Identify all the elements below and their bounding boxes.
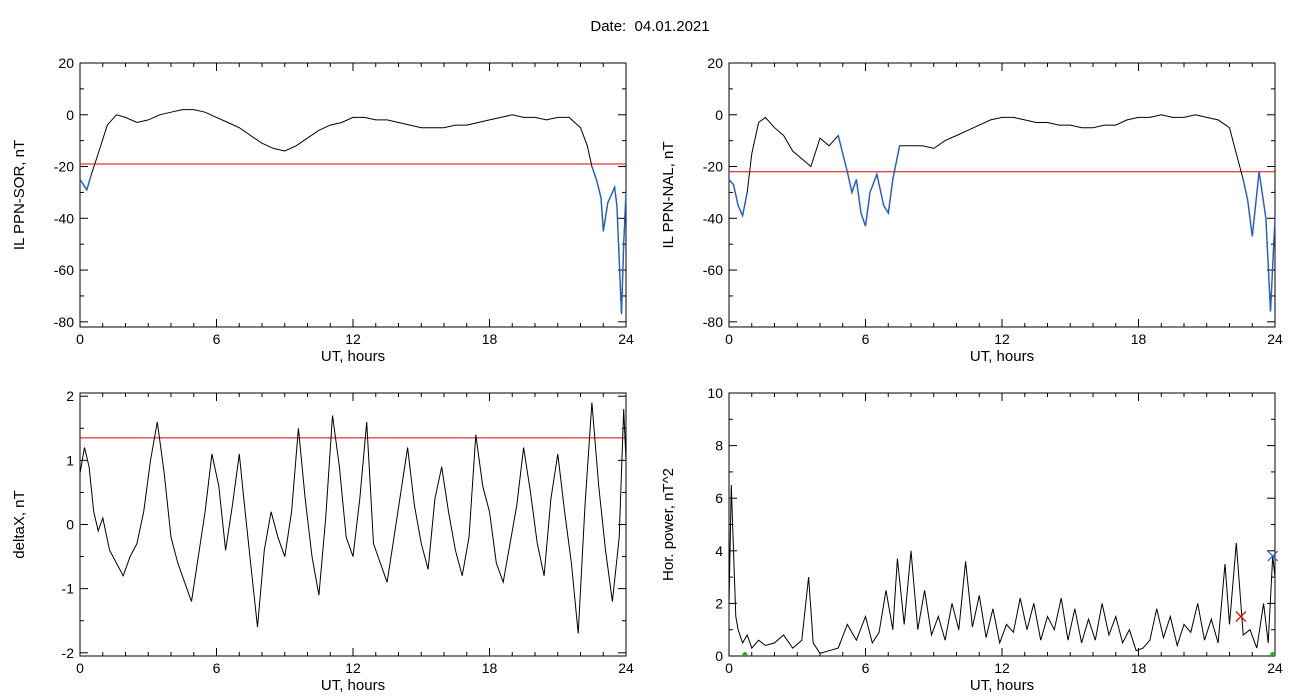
event-marker bbox=[742, 652, 748, 658]
substorm-segment bbox=[79, 174, 93, 192]
y-tick-label: -20 bbox=[54, 159, 74, 175]
y-tick-label: -2 bbox=[62, 645, 75, 661]
x-tick-label: 24 bbox=[618, 660, 634, 676]
y-axis-label: IL PPN-SOR, nT bbox=[11, 140, 28, 250]
series-line bbox=[79, 109, 627, 315]
plot-frame bbox=[728, 62, 1276, 328]
plot-frame bbox=[79, 392, 627, 657]
substorm-segment bbox=[837, 135, 901, 227]
event-marker bbox=[1267, 550, 1279, 562]
x-tick-label: 6 bbox=[862, 331, 870, 347]
y-tick-label: -80 bbox=[703, 314, 723, 330]
y-tick-label: -60 bbox=[703, 262, 723, 278]
y-tick-label: -80 bbox=[54, 314, 74, 330]
y-tick-label: 0 bbox=[66, 517, 74, 533]
series-line bbox=[728, 484, 1276, 654]
y-tick-label: 0 bbox=[715, 648, 723, 664]
y-tick-label: 4 bbox=[715, 543, 723, 559]
x-tick-label: 0 bbox=[76, 331, 84, 347]
x-tick-label: 6 bbox=[213, 331, 221, 347]
substorm-segment bbox=[728, 179, 748, 219]
plot-frame bbox=[79, 62, 627, 328]
y-tick-label: 10 bbox=[707, 385, 723, 401]
panel-il-ppn-sor: 0 6 12 18 24 20 0 -20 -40 -60 -80 UT, hours IL PPN-S… bbox=[11, 55, 634, 365]
panel-hor-power: 0 6 12 18 24 10 8 6 4 2 0 UT, hours Hor. power, nT^2 bbox=[660, 385, 1283, 694]
x-tick-label: 12 bbox=[345, 331, 361, 347]
y-tick-label: -1 bbox=[62, 581, 75, 597]
x-axis-label: UT, hours bbox=[321, 348, 385, 365]
y-tick-label: 8 bbox=[715, 438, 723, 454]
y-axis-label: IL PPN-NAL, nT bbox=[660, 142, 677, 249]
event-marker bbox=[1235, 611, 1247, 622]
x-axis-label: UT, hours bbox=[970, 677, 1034, 694]
x-tick-label: 18 bbox=[1131, 660, 1147, 676]
y-tick-label: 6 bbox=[715, 490, 723, 506]
x-tick-label: 6 bbox=[213, 660, 221, 676]
x-tick-label: 12 bbox=[994, 660, 1010, 676]
y-tick-label: -40 bbox=[54, 210, 74, 226]
x-tick-label: 18 bbox=[1131, 331, 1147, 347]
y-tick-label: -40 bbox=[703, 210, 723, 226]
x-tick-label: 24 bbox=[1267, 331, 1283, 347]
panel-il-ppn-nal: 0 6 12 18 24 20 0 -20 -40 -60 -80 UT, hours IL PPN-N… bbox=[660, 55, 1283, 365]
y-tick-label: 2 bbox=[66, 388, 74, 404]
substorm-segment bbox=[591, 166, 627, 315]
y-tick-label: -20 bbox=[703, 159, 723, 175]
page-title: Date: 04.01.2021 bbox=[590, 18, 710, 35]
x-tick-label: 0 bbox=[76, 660, 84, 676]
x-axis-label: UT, hours bbox=[970, 348, 1034, 365]
y-tick-label: 20 bbox=[707, 55, 723, 71]
event-marker bbox=[1270, 652, 1276, 658]
y-tick-label: 0 bbox=[66, 107, 74, 123]
y-axis-label: deltaX, nT bbox=[11, 490, 28, 558]
x-tick-label: 0 bbox=[725, 331, 733, 347]
x-tick-label: 24 bbox=[618, 331, 634, 347]
series-line bbox=[79, 402, 627, 634]
x-tick-label: 12 bbox=[345, 660, 361, 676]
series-line bbox=[728, 114, 1276, 312]
y-tick-label: -60 bbox=[54, 262, 74, 278]
y-tick-label: 0 bbox=[715, 107, 723, 123]
x-axis-label: UT, hours bbox=[321, 677, 385, 694]
y-tick-label: 20 bbox=[58, 55, 74, 71]
y-tick-label: 1 bbox=[66, 452, 74, 468]
substorm-segment bbox=[1242, 171, 1276, 312]
y-axis-label: Hor. power, nT^2 bbox=[660, 468, 677, 581]
x-tick-label: 6 bbox=[862, 660, 870, 676]
y-tick-label: 2 bbox=[715, 595, 723, 611]
x-tick-label: 18 bbox=[482, 660, 498, 676]
x-tick-label: 18 bbox=[482, 331, 498, 347]
x-tick-label: 24 bbox=[1267, 660, 1283, 676]
x-tick-label: 12 bbox=[994, 331, 1010, 347]
panel-deltax: 0 6 12 18 24 2 1 0 -1 -2 UT, hours deltaX, nT bbox=[11, 388, 634, 694]
x-tick-label: 0 bbox=[725, 660, 733, 676]
